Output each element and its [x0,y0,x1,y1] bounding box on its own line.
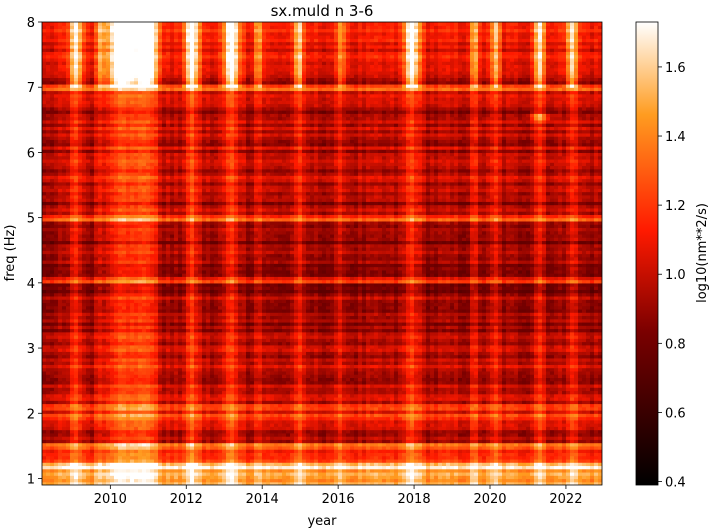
colorbar-tick-label: 1.4 [665,130,686,145]
x-tick-label: 2022 [549,492,582,507]
x-tick-label: 2014 [246,492,279,507]
x-axis-label: year [307,514,337,529]
x-tick-label: 2016 [322,492,355,507]
colorbar [635,21,659,486]
heatmap-cells [42,22,602,485]
colorbar-tick-label: 1.6 [665,61,686,76]
y-tick-label: 7 [27,81,35,96]
chart-title: sx.muld n 3-6 [271,2,374,20]
y-tick-label: 5 [27,212,35,227]
x-tick-label: 2020 [473,492,506,507]
colorbar-label: log10(nm**2/s) [695,203,710,303]
x-tick-label: 2010 [94,492,127,507]
x-axis: 2010 2012 2014 2016 2018 2020 2022 [94,485,582,507]
y-tick-label: 1 [27,472,35,487]
colorbar-ticks: 0.4 0.6 0.8 1.0 1.2 1.4 1.6 [658,61,686,491]
colorbar-tick-label: 1.0 [665,268,686,283]
y-tick-label: 4 [27,277,35,292]
colorbar-tick-label: 0.8 [665,337,686,352]
x-tick-label: 2018 [398,492,431,507]
plot-frame [41,21,603,486]
y-tick-label: 6 [27,146,35,161]
colorbar-tick-label: 0.4 [665,476,686,491]
y-axis-label: freq (Hz) [3,225,18,282]
colorbar-tick-label: 0.6 [665,406,686,421]
colorbar-tick-label: 1.2 [665,199,686,214]
y-axis: 1 2 3 4 5 6 7 8 [27,16,42,487]
y-tick-label: 3 [27,342,35,357]
x-tick-label: 2012 [170,492,203,507]
y-tick-label: 2 [27,407,35,422]
y-tick-label: 8 [27,16,35,31]
